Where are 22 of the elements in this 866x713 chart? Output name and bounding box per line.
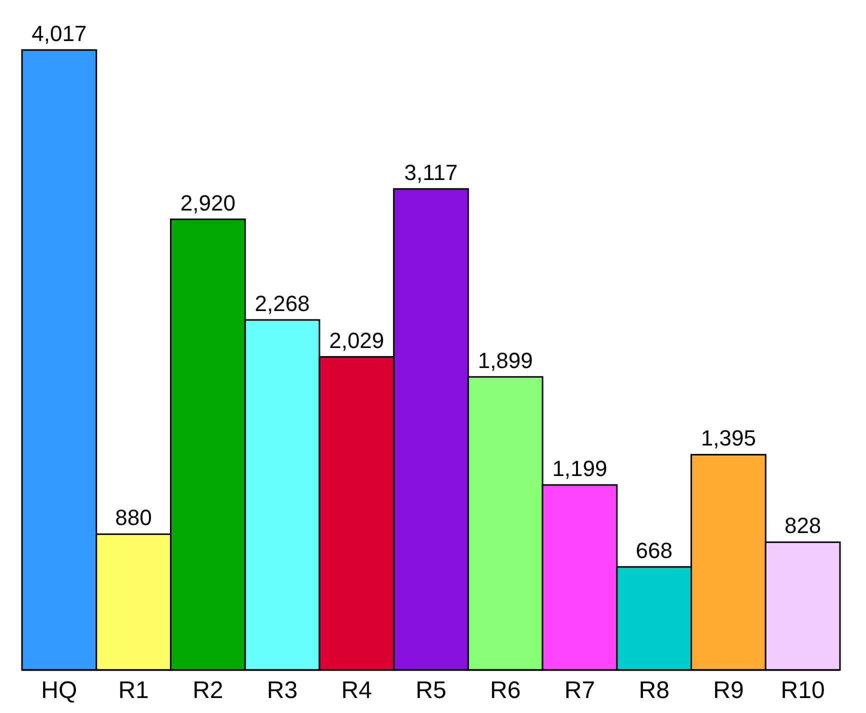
data-label: 4,017 — [32, 21, 87, 46]
data-label: 3,117 — [404, 160, 458, 185]
data-label: 1,899 — [478, 348, 533, 373]
x-tick-label: R3 — [266, 677, 298, 704]
data-label: 2,029 — [329, 328, 384, 353]
x-tick-label: R4 — [341, 677, 372, 704]
data-label: 2,268 — [254, 290, 310, 316]
x-tick-label: R8 — [638, 677, 670, 704]
x-tick-label: R5 — [416, 677, 446, 704]
x-tick-label: R7 — [564, 677, 596, 704]
x-tick-label: HQ — [41, 677, 78, 704]
data-label: 828 — [784, 513, 822, 538]
x-tick-label: R6 — [490, 677, 521, 704]
x-tick-label: R10 — [780, 677, 825, 704]
x-tick-label: R9 — [713, 677, 744, 704]
x-tick-label: R2 — [192, 677, 224, 704]
data-label: 1,395 — [700, 426, 756, 451]
data-label: 2,920 — [180, 190, 236, 216]
data-label: 668 — [636, 538, 672, 563]
x-tick-label: R1 — [118, 677, 149, 704]
data-label: 1,199 — [552, 456, 608, 481]
data-label: 880 — [115, 505, 152, 530]
